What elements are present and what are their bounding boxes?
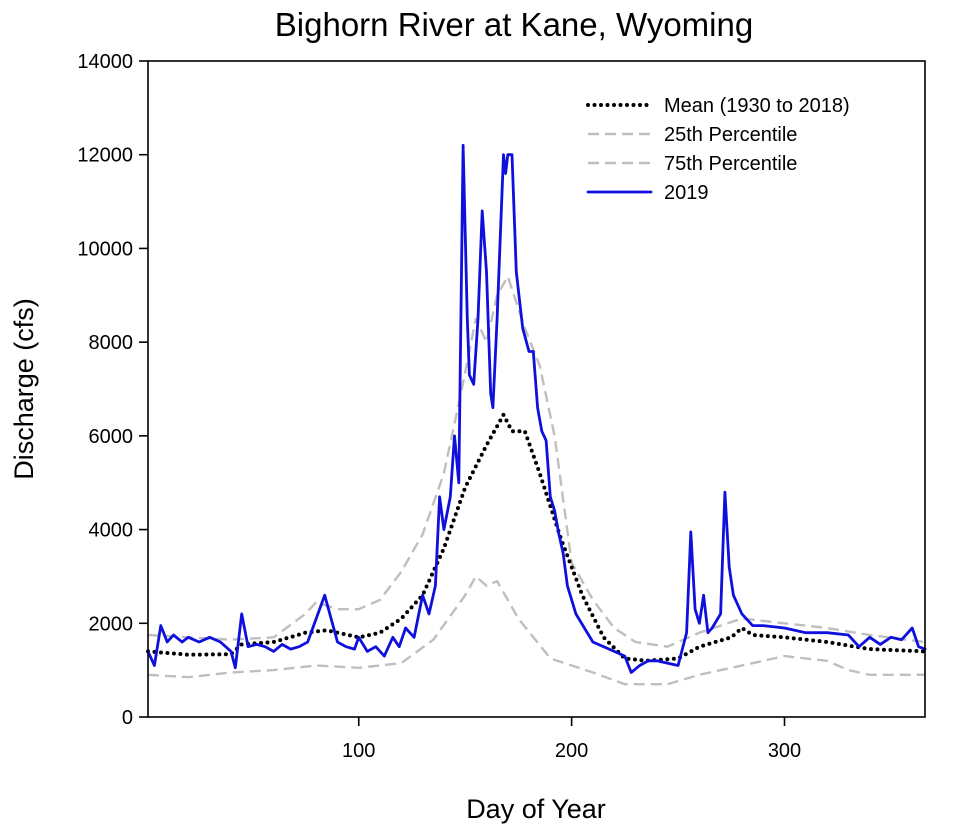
y-axis-label: Discharge (cfs) — [9, 298, 39, 480]
x-tick-label: 200 — [555, 740, 588, 762]
legend-label: 25th Percentile — [664, 124, 797, 146]
x-tick-label: 300 — [768, 740, 801, 762]
y-tick-label: 14000 — [77, 51, 133, 73]
legend-label: 2019 — [664, 182, 709, 204]
y-tick-label: 2000 — [89, 613, 134, 635]
chart-title: Bighorn River at Kane, Wyoming — [275, 6, 753, 43]
legend: Mean (1930 to 2018) 25th Percentile 75th P… — [586, 95, 850, 204]
legend-label: 75th Percentile — [664, 153, 797, 175]
plot-frame — [147, 60, 926, 718]
x-axis-label: Day of Year — [466, 794, 606, 824]
legend-label: Mean (1930 to 2018) — [664, 95, 850, 117]
series-line-2019 — [146, 143, 927, 674]
x-tick-label: 100 — [342, 740, 375, 762]
y-tick-label: 0 — [122, 707, 133, 729]
y-tick-label: 10000 — [77, 238, 133, 260]
y-tick-label: 12000 — [77, 145, 133, 167]
y-tick-label: 8000 — [89, 332, 134, 354]
series-line-mean-1930-to-2018 — [146, 412, 927, 663]
series-layer — [146, 143, 927, 686]
y-tick-label: 4000 — [89, 520, 134, 542]
axes-layer: 0 2000 4000 6000 8000 10000 12000 14000 100 200 30… — [77, 51, 801, 762]
series-line-25th-percentile — [147, 575, 925, 686]
y-tick-label: 6000 — [89, 426, 134, 448]
